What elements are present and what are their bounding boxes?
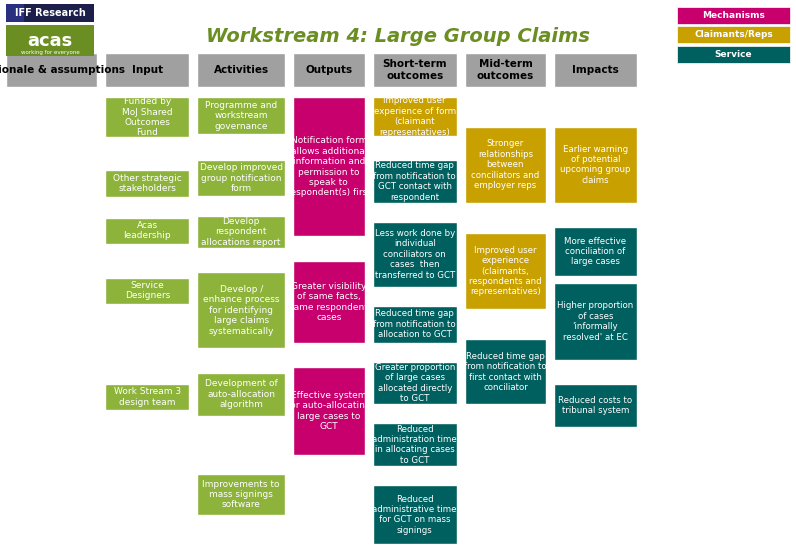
Text: Work Stream 3
design team: Work Stream 3 design team <box>114 388 181 407</box>
Text: Reduced time gap
from notification to
GCT contact with
respondent: Reduced time gap from notification to GC… <box>373 161 456 202</box>
Text: Earlier warning
of potential
upcoming group
claims: Earlier warning of potential upcoming gr… <box>560 144 630 185</box>
FancyBboxPatch shape <box>465 339 546 404</box>
Text: Rationale & assumptions: Rationale & assumptions <box>0 65 125 75</box>
Text: Reduced
administration time
in allocating cases
to GCT: Reduced administration time in allocatin… <box>373 424 457 465</box>
FancyBboxPatch shape <box>293 97 365 236</box>
Text: Acas
leadership: Acas leadership <box>123 221 171 240</box>
Text: Other strategic
stakeholders: Other strategic stakeholders <box>113 174 181 193</box>
FancyBboxPatch shape <box>465 127 546 203</box>
FancyBboxPatch shape <box>293 261 365 343</box>
FancyBboxPatch shape <box>6 4 24 22</box>
Text: Reduced time gap
from notification to
first contact with
conciliator: Reduced time gap from notification to fi… <box>464 352 547 392</box>
FancyBboxPatch shape <box>554 384 637 427</box>
Text: More effective
conciliation of
large cases: More effective conciliation of large cas… <box>564 236 626 267</box>
FancyBboxPatch shape <box>293 367 365 455</box>
FancyBboxPatch shape <box>197 97 285 134</box>
FancyBboxPatch shape <box>105 53 189 87</box>
Text: Improved user
experience of form
(claimant
representatives): Improved user experience of form (claima… <box>373 96 456 137</box>
Text: Reduced time gap
from notification to
allocation to GCT: Reduced time gap from notification to al… <box>373 309 456 339</box>
Text: Mid-term
outcomes: Mid-term outcomes <box>477 59 534 81</box>
Text: Effective system
for auto-allocating
large cases to
GCT: Effective system for auto-allocating lar… <box>287 391 371 431</box>
FancyBboxPatch shape <box>373 485 457 544</box>
FancyBboxPatch shape <box>105 170 189 197</box>
Text: Develop /
enhance process
for identifying
large claims
systematically: Develop / enhance process for identifyin… <box>203 285 279 335</box>
Text: Short-term
outcomes: Short-term outcomes <box>382 59 447 81</box>
FancyBboxPatch shape <box>105 218 189 244</box>
FancyBboxPatch shape <box>6 4 94 22</box>
Text: Higher proportion
of cases
'informally
resolved' at EC: Higher proportion of cases 'informally r… <box>557 301 634 342</box>
FancyBboxPatch shape <box>554 283 637 360</box>
FancyBboxPatch shape <box>197 216 285 248</box>
FancyBboxPatch shape <box>554 227 637 276</box>
FancyBboxPatch shape <box>197 272 285 348</box>
FancyBboxPatch shape <box>373 53 457 87</box>
FancyBboxPatch shape <box>373 423 457 466</box>
FancyBboxPatch shape <box>197 160 285 196</box>
Text: Greater proportion
of large cases
allocated directly
to GCT: Greater proportion of large cases alloca… <box>375 363 455 403</box>
FancyBboxPatch shape <box>554 127 637 203</box>
Text: Impacts: Impacts <box>572 65 618 75</box>
Text: Development of
auto-allocation
algorithm: Development of auto-allocation algorithm <box>205 379 278 409</box>
FancyBboxPatch shape <box>105 278 189 304</box>
Text: Notification form
allows additional
information and
permission to
speak to
respo: Notification form allows additional info… <box>287 137 371 197</box>
FancyBboxPatch shape <box>373 306 457 343</box>
Text: Develop
respondent
allocations report: Develop respondent allocations report <box>201 217 281 247</box>
FancyBboxPatch shape <box>465 233 546 309</box>
Text: Mechanisms: Mechanisms <box>702 11 765 20</box>
FancyBboxPatch shape <box>373 97 457 136</box>
Text: Input: Input <box>131 65 163 75</box>
Text: Claimants/Reps: Claimants/Reps <box>694 30 773 39</box>
FancyBboxPatch shape <box>373 160 457 203</box>
Text: Service
Designers: Service Designers <box>125 281 170 300</box>
FancyBboxPatch shape <box>105 97 189 137</box>
Text: Activities: Activities <box>213 65 269 75</box>
Text: Improvements to
mass signings
software: Improvements to mass signings software <box>202 479 280 510</box>
Text: Greater visibility
of same facts,
same respondent
cases: Greater visibility of same facts, same r… <box>289 282 369 322</box>
Text: Less work done by
individual
conciliators on
cases  then
transferred to GCT: Less work done by individual conciliator… <box>375 229 455 279</box>
Text: Develop improved
group notification
form: Develop improved group notification form <box>200 163 283 193</box>
Text: Workstream 4: Large Group Claims: Workstream 4: Large Group Claims <box>206 27 590 46</box>
FancyBboxPatch shape <box>373 222 457 287</box>
Text: Reduced costs to
tribunal system: Reduced costs to tribunal system <box>558 396 633 415</box>
FancyBboxPatch shape <box>465 53 546 87</box>
Text: Programme and
workstream
governance: Programme and workstream governance <box>205 101 277 131</box>
FancyBboxPatch shape <box>293 53 365 87</box>
FancyBboxPatch shape <box>197 474 285 515</box>
FancyBboxPatch shape <box>6 53 97 87</box>
Text: Service: Service <box>715 50 752 59</box>
FancyBboxPatch shape <box>677 26 790 43</box>
FancyBboxPatch shape <box>197 53 285 87</box>
FancyBboxPatch shape <box>105 384 189 410</box>
Text: Reduced
administrative time
for GCT on mass
signings: Reduced administrative time for GCT on m… <box>373 494 457 535</box>
FancyBboxPatch shape <box>677 7 790 24</box>
Text: IFF Research: IFF Research <box>15 8 85 18</box>
FancyBboxPatch shape <box>197 373 285 416</box>
FancyBboxPatch shape <box>373 362 457 404</box>
Text: acas: acas <box>28 32 72 50</box>
Text: Outputs: Outputs <box>305 65 353 75</box>
Text: Stronger
relationships
between
conciliators and
employer reps: Stronger relationships between conciliat… <box>471 139 540 190</box>
Text: Funded by
MoJ Shared
Outcomes
Fund: Funded by MoJ Shared Outcomes Fund <box>122 97 173 137</box>
FancyBboxPatch shape <box>677 46 790 63</box>
Text: working for everyone: working for everyone <box>21 50 80 55</box>
FancyBboxPatch shape <box>554 53 637 87</box>
FancyBboxPatch shape <box>6 25 94 56</box>
Text: Improved user
experience
(claimants,
respondents and
representatives): Improved user experience (claimants, res… <box>469 246 542 296</box>
